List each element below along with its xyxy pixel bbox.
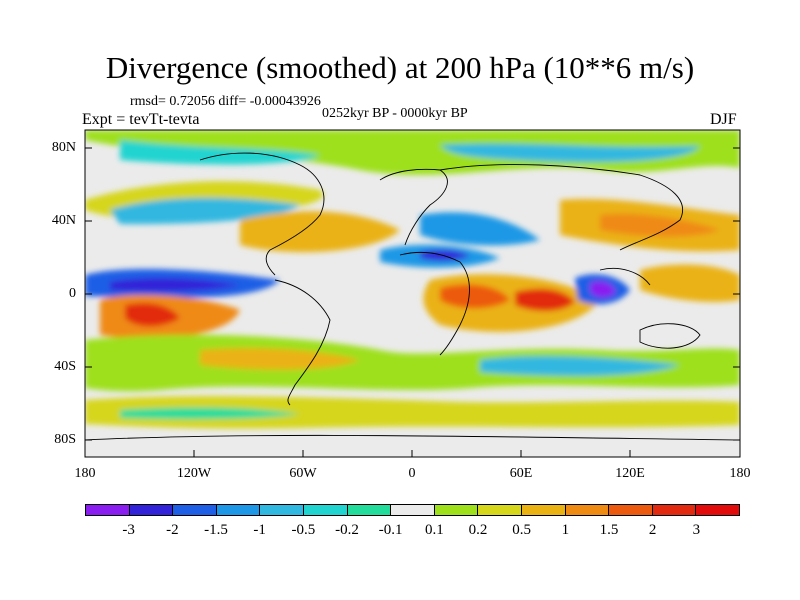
colorbar-label: -0.1 [378, 522, 403, 538]
colorbar-swatch [391, 505, 435, 515]
colorbar-swatch [173, 505, 217, 515]
colorbar-label: -2 [166, 522, 179, 538]
lat-tick-40s: 40S [54, 359, 76, 374]
colorbar-label: -0.2 [335, 522, 359, 538]
lat-tick-80n: 80N [51, 140, 76, 155]
colorbar-label: 1.5 [599, 522, 619, 538]
chart-title: Divergence (smoothed) at 200 hPa (10**6 … [105, 50, 695, 85]
colorbar-swatch [260, 505, 304, 515]
lon-tick-60e: 60E [509, 466, 533, 481]
colorbar-label: 2 [648, 522, 657, 538]
tick-marks [84, 147, 741, 457]
colorbar-label: 0.1 [424, 522, 444, 538]
colorbar-swatch [652, 505, 697, 515]
lon-tick-180w: 180 [74, 466, 96, 481]
colorbar-label: -1 [253, 522, 266, 538]
colorbar-label: -0.5 [291, 522, 316, 538]
lon-tick-60w: 60W [289, 466, 317, 481]
colorbar-swatch [86, 505, 130, 515]
colorbar-label: 1 [561, 522, 570, 538]
colorbar-swatch [609, 505, 653, 515]
colorbar-label: -1.5 [204, 522, 228, 538]
lon-tick-0: 0 [408, 466, 416, 481]
colorbar-swatch [347, 505, 392, 515]
colorbar-label: 0.2 [468, 522, 488, 538]
colorbar-swatch [216, 505, 261, 515]
lon-tick-180e: 180 [729, 466, 751, 481]
colorbar-swatch [303, 505, 348, 515]
divergence-field [85, 130, 740, 429]
period-label: 0252kyr BP - 0000kyr BP [322, 106, 468, 121]
colorbar-swatch [565, 505, 610, 515]
lon-tick-120e: 120E [615, 466, 645, 481]
colorbar-swatch [129, 505, 174, 515]
colorbar-swatch [434, 505, 479, 515]
stats-line: rmsd= 0.72056 diff= -0.00043926 [130, 94, 321, 109]
colorbar-swatch [478, 505, 522, 515]
lat-tick-0: 0 [69, 286, 76, 301]
lat-tick-40n: 40N [51, 213, 76, 228]
season-label: DJF [710, 111, 737, 128]
colorbar-label: 0.5 [512, 522, 532, 538]
coastlines [85, 152, 740, 441]
colorbar-swatch [521, 505, 566, 515]
colorbar-label: 3 [692, 522, 701, 538]
colorbar-label: -3 [122, 522, 135, 538]
lon-tick-120w: 120W [176, 466, 212, 481]
lat-tick-80s: 80S [54, 432, 76, 447]
experiment-label: Expt = tevTt-tevta [82, 111, 200, 128]
colorbar-swatch [696, 505, 739, 515]
colorbar [85, 504, 740, 516]
